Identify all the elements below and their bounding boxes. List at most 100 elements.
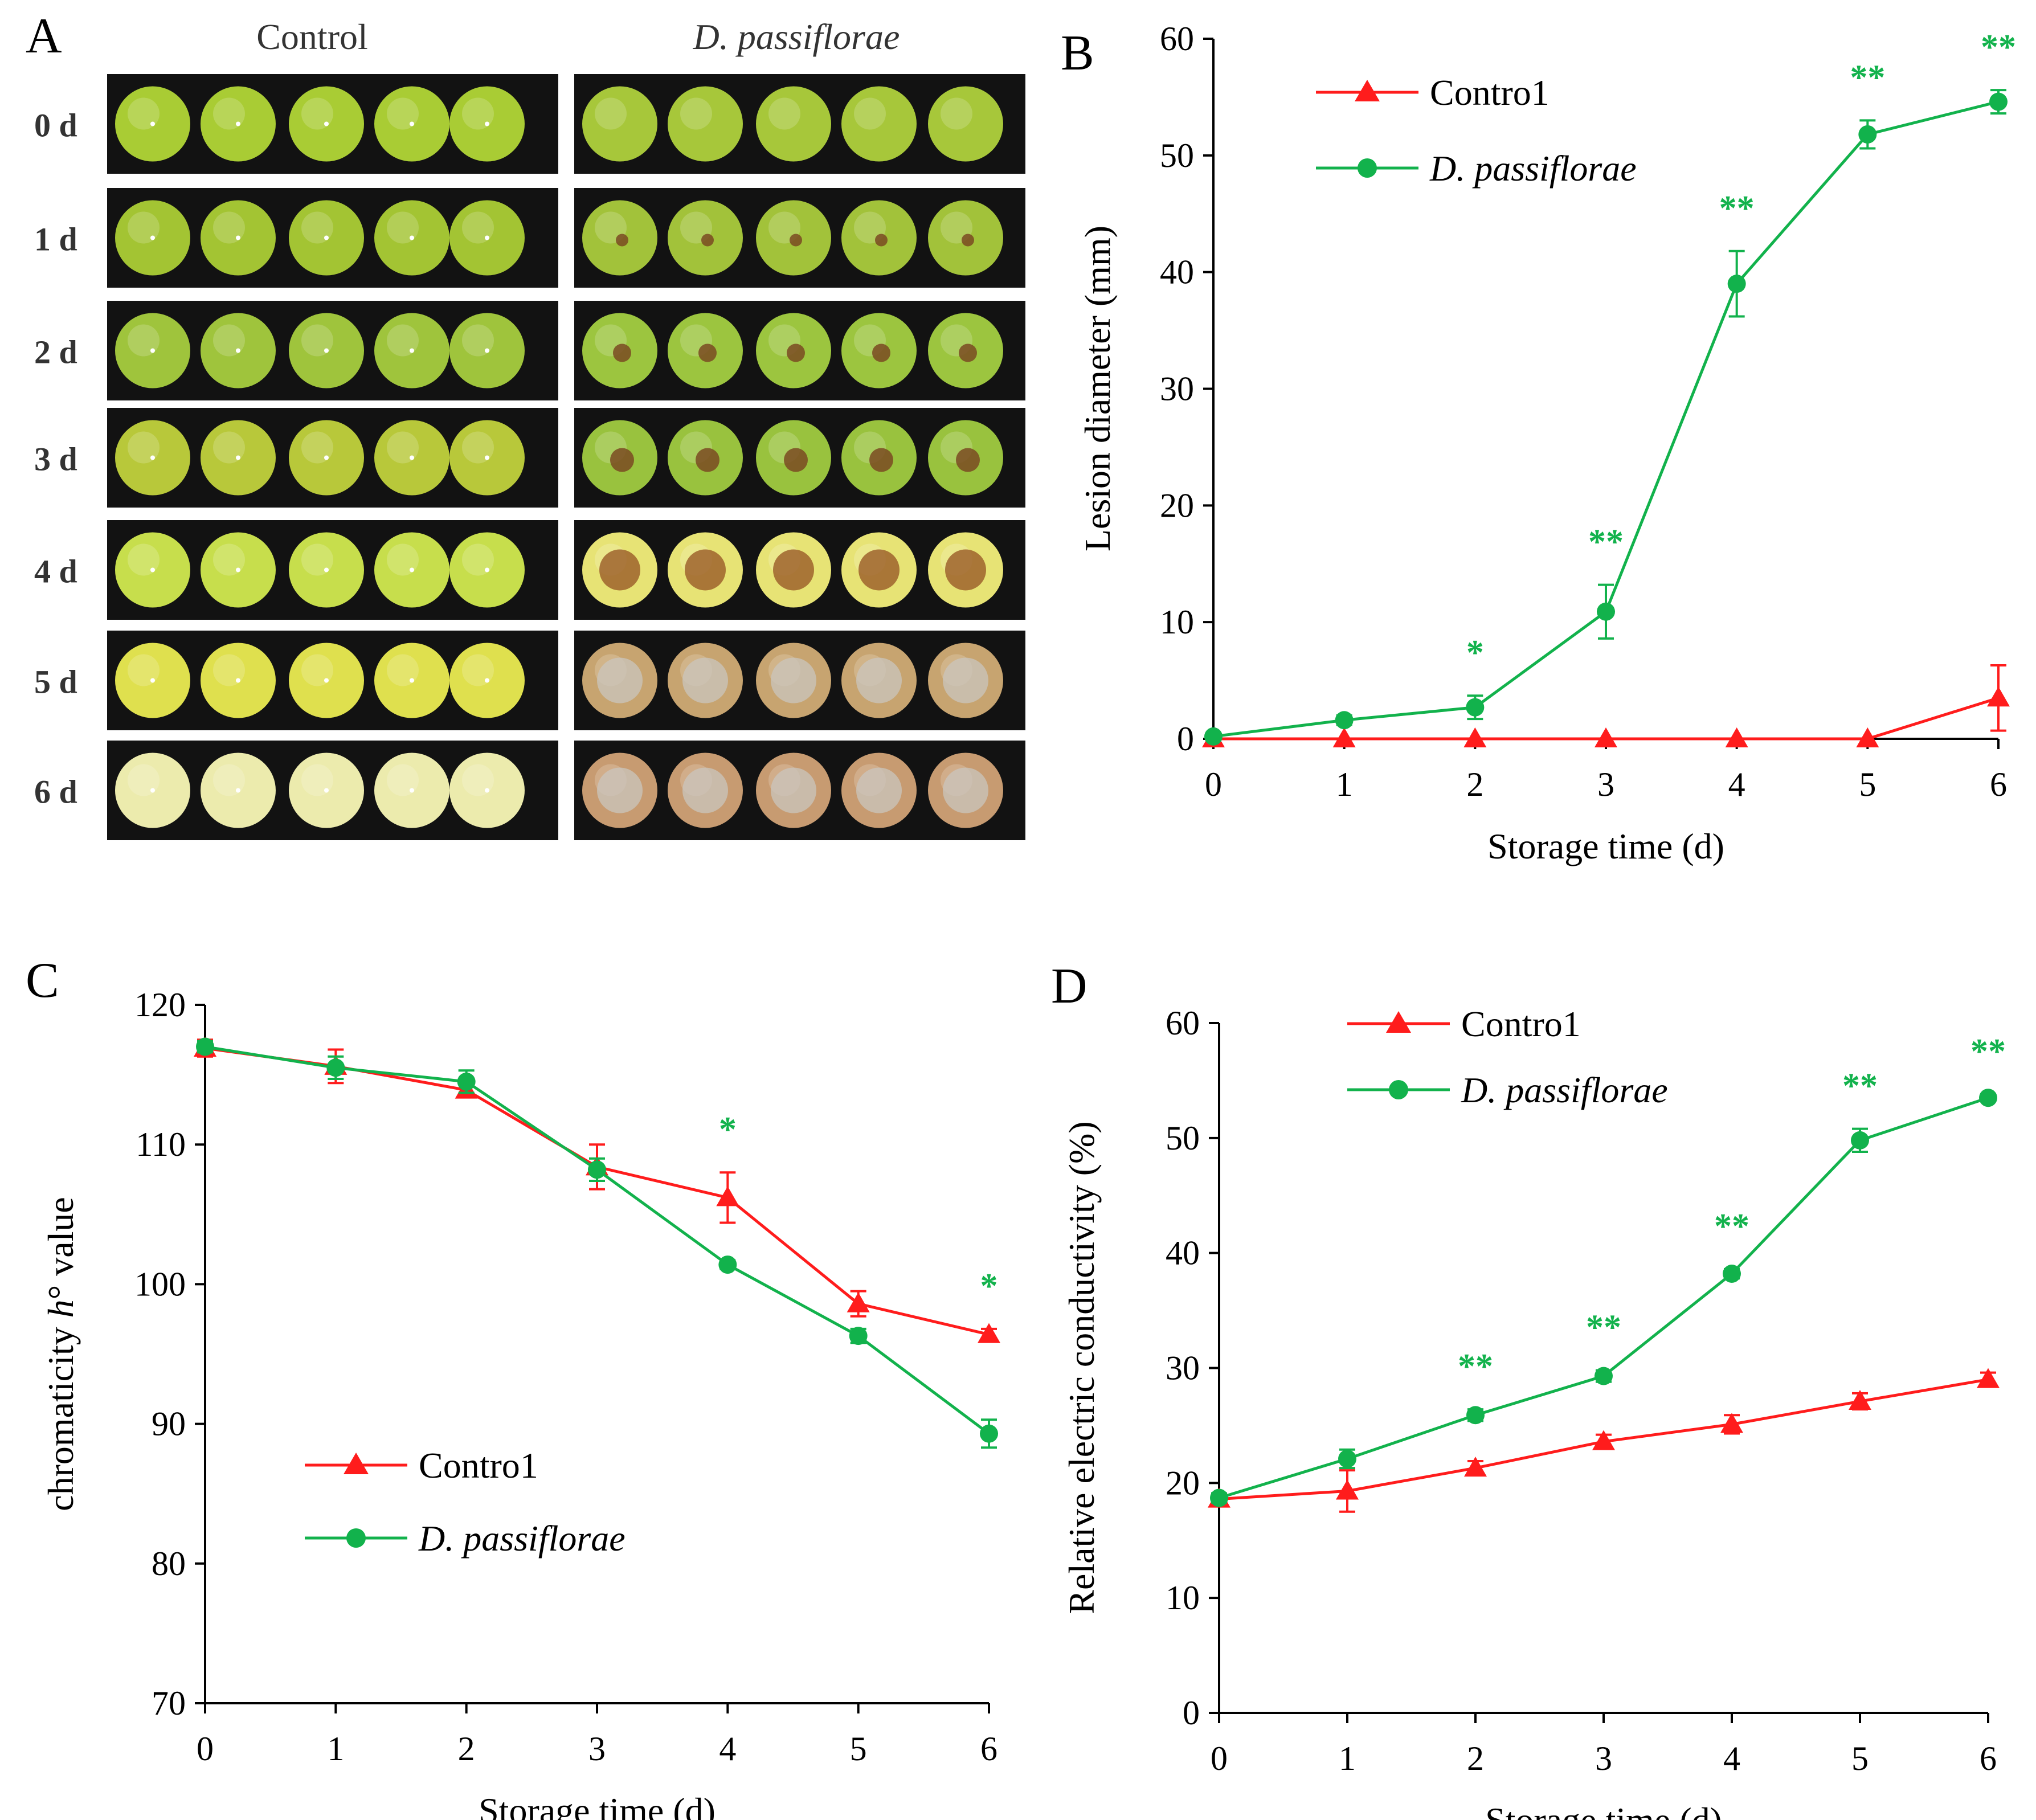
fruit <box>756 86 831 162</box>
legend-label: D. passiflorae <box>418 1518 625 1559</box>
fruit-highlight <box>462 543 494 576</box>
fruit-highlight <box>301 97 333 130</box>
mold-patch <box>682 657 728 704</box>
panel-c-chromaticity-chart: C 70 80 90 100 110 120 0 1 2 3 4 5 6 Storage time (d)… <box>26 953 1000 1820</box>
x-axis-title: Storage time (d) <box>1487 826 1724 866</box>
panel-b-letter: B <box>1061 26 1094 81</box>
wound-point <box>324 121 329 126</box>
significance-marker: ** <box>1970 1032 2006 1071</box>
fruit-highlight <box>462 654 494 686</box>
panel-a-photo-grid: A Control D. passiflorae 0 d 1 d 2 d 3 d 4 d… <box>26 9 1025 840</box>
x-tick-label: 5 <box>1851 1740 1869 1777</box>
wound-point <box>324 567 329 572</box>
lesion-spot <box>790 234 802 247</box>
lesion-spot <box>959 343 977 362</box>
wound-point <box>485 235 489 240</box>
triangle-marker <box>1464 1457 1487 1477</box>
x-tick-label: 4 <box>1728 766 1745 803</box>
circle-marker <box>1851 1131 1869 1150</box>
legend-label: Contro1 <box>419 1445 538 1486</box>
x-tick-label: 0 <box>1211 1740 1228 1777</box>
lesion-spot <box>858 549 900 591</box>
y-tick-label: 20 <box>1160 486 1194 524</box>
circle-marker <box>718 1255 737 1274</box>
triangle-marker <box>1849 1390 1871 1410</box>
x-tick-label: 0 <box>1205 766 1222 803</box>
fruit-highlight <box>301 654 333 686</box>
fruit-highlight <box>387 431 419 464</box>
mold-patch <box>856 767 902 813</box>
lesion-spot <box>685 549 726 591</box>
circle-marker <box>196 1037 214 1056</box>
fruit-highlight <box>595 97 627 130</box>
circle-marker <box>1727 275 1746 293</box>
lesion-spot <box>784 448 808 472</box>
wound-point <box>150 235 155 240</box>
y-tick-label: 80 <box>152 1545 186 1582</box>
wound-point <box>485 678 489 683</box>
wound-point <box>410 121 414 126</box>
fruit-highlight <box>387 654 419 686</box>
y-tick-label: 90 <box>152 1405 186 1443</box>
wound-point <box>236 348 240 353</box>
lesion-spot <box>962 234 974 247</box>
legend-label: Contro1 <box>1461 1004 1581 1044</box>
panel-b-lesion-diameter-chart: B 0 10 20 30 40 50 60 0 1 2 3 4 5 6 Storage time (d) Le… <box>1061 20 2016 866</box>
wound-point <box>150 567 155 572</box>
mold-patch <box>597 657 643 704</box>
circle-marker <box>1466 698 1485 717</box>
fruit-highlight <box>462 764 494 796</box>
fruit-highlight <box>213 97 245 130</box>
y-tick-label: 60 <box>1166 1004 1200 1042</box>
fruit-highlight <box>213 764 245 796</box>
x-tick-label: 2 <box>1466 766 1483 803</box>
y-tick-label: 110 <box>136 1126 186 1163</box>
y-tick-label: 120 <box>134 986 186 1024</box>
series-line <box>205 1046 990 1336</box>
wound-point <box>324 455 329 460</box>
wound-point <box>485 455 489 460</box>
x-tick-label: 2 <box>458 1730 475 1768</box>
fruit-highlight <box>462 211 494 244</box>
fruit-highlight <box>462 324 494 357</box>
lesion-spot <box>599 549 640 591</box>
x-tick-label: 6 <box>1980 1740 1997 1777</box>
mold-patch <box>943 767 988 813</box>
triangle-marker <box>847 1292 870 1312</box>
y-axis-title: Lesion diameter (mm) <box>1077 226 1118 551</box>
wound-point <box>410 567 414 572</box>
y-tick-label: 70 <box>152 1684 186 1722</box>
fruit-highlight <box>301 764 333 796</box>
legend-label: D. passiflorae <box>1429 148 1637 189</box>
fruit-highlight <box>301 211 333 244</box>
y-tick-label: 30 <box>1166 1349 1200 1387</box>
triangle-marker <box>1463 727 1487 747</box>
wound-point <box>236 788 240 793</box>
wound-point <box>236 235 240 240</box>
lesion-spot <box>787 343 805 362</box>
wound-point <box>324 788 329 793</box>
triangle-marker <box>1595 727 1617 747</box>
fruit <box>841 86 917 162</box>
circle-marker <box>1466 1406 1485 1425</box>
mold-patch <box>771 657 816 704</box>
day-label: 6 d <box>34 774 77 811</box>
wound-point <box>485 567 489 572</box>
fruit-highlight <box>680 97 712 130</box>
y-axis-title: Relative electric conductivity (%) <box>1061 1121 1102 1614</box>
fruit-highlight <box>301 431 333 464</box>
lesion-spot <box>956 448 980 472</box>
lesion-spot <box>698 343 717 362</box>
triangle-marker <box>1725 727 1748 747</box>
significance-marker: ** <box>1586 1308 1621 1347</box>
significance-marker: * <box>719 1110 737 1149</box>
treated-column-label: D. passiflorae <box>693 17 900 57</box>
panel-a-letter: A <box>26 9 62 64</box>
fruit-highlight <box>213 324 245 357</box>
fruit-highlight <box>854 97 886 130</box>
fruit-highlight <box>301 543 333 576</box>
fruit-highlight <box>387 543 419 576</box>
fruit-highlight <box>387 764 419 796</box>
triangle-marker <box>1987 686 2010 707</box>
x-tick-label: 2 <box>1467 1740 1484 1777</box>
